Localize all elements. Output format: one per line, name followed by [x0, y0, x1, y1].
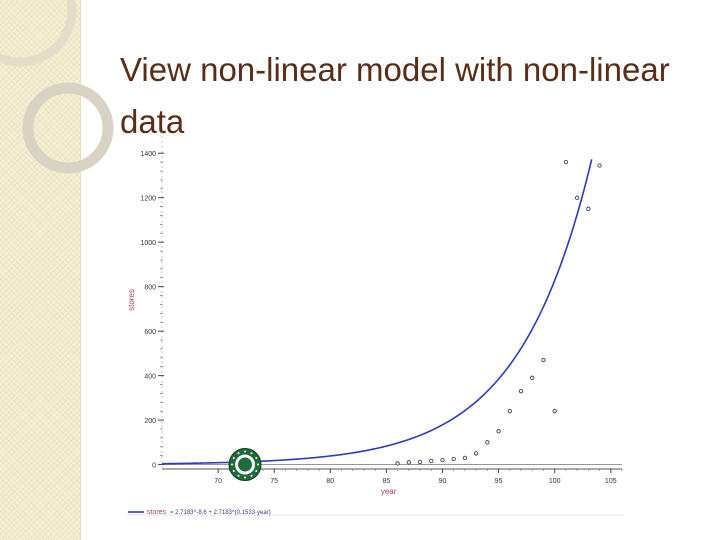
chart-labels-layer: year stores	[127, 289, 397, 496]
y-tick-label: 600	[144, 329, 156, 336]
logo-dot	[237, 474, 240, 477]
legend-series-label: stores	[147, 509, 167, 516]
model-curve-layer	[161, 159, 593, 465]
data-point	[507, 409, 512, 414]
data-point	[574, 195, 580, 200]
y-tick-label: 1400	[140, 151, 156, 158]
logo-dot	[244, 476, 247, 479]
data-point	[586, 206, 591, 211]
logo-dot	[244, 450, 247, 453]
data-point	[518, 389, 524, 394]
data-point	[395, 461, 400, 466]
y-tick-label: 1200	[140, 196, 156, 203]
logo-dot	[237, 452, 240, 455]
logo-center	[238, 457, 253, 472]
decorative-ring-lower	[22, 82, 114, 174]
x-axis-label: year	[381, 487, 397, 496]
data-point	[473, 451, 479, 456]
logo-dot	[232, 457, 235, 460]
data-point	[563, 159, 569, 165]
x-tick-label: 75	[270, 478, 278, 485]
data-point	[496, 429, 501, 434]
y-axis-label: stores	[127, 289, 136, 311]
data-point	[597, 163, 602, 168]
logo-dot	[232, 470, 235, 473]
data-point	[417, 459, 423, 465]
legend-formula: = 2.7183^-8.6 + 2.7183^(0.1533·year)	[170, 510, 271, 516]
x-tick-label: 85	[382, 478, 390, 485]
data-point	[462, 455, 468, 461]
slide-title: View non-linear model with non-linear da…	[120, 51, 670, 141]
logo-dot	[257, 463, 260, 466]
y-tick-label: 1000	[140, 240, 156, 247]
x-tick-label: 70	[214, 478, 222, 485]
data-point	[485, 440, 490, 445]
chart-legend: stores = 2.7183^-8.6 + 2.7183^(0.1533·yea…	[126, 509, 624, 516]
model-curve	[161, 159, 593, 465]
x-tick-label: 100	[549, 478, 561, 485]
decorative-rings	[0, 0, 114, 174]
logo-dot	[250, 474, 253, 477]
decorative-ring-upper	[0, 0, 77, 67]
data-point	[429, 458, 434, 464]
data-point	[530, 375, 535, 380]
logo-dot	[255, 470, 258, 473]
y-tick-label: 400	[144, 374, 156, 381]
x-tick-label: 105	[605, 478, 617, 485]
data-point	[440, 457, 445, 463]
logo-dot	[255, 457, 258, 460]
x-tick-label: 95	[495, 478, 503, 485]
starbucks-logo-icon	[228, 448, 262, 482]
scatter-chart: 0 200 400 600 800 1000 1200 1400 70 75 80 85 90 95 100…	[126, 131, 624, 516]
x-tick-label: 80	[326, 478, 334, 485]
chart-container: 0 200 400 600 800 1000 1200 1400 70 75 80 85 90 95 100…	[120, 125, 630, 525]
logo-dot	[231, 463, 234, 466]
y-tick-label: 200	[144, 418, 156, 425]
x-tick-label: 90	[439, 478, 447, 485]
data-point	[451, 456, 456, 462]
chart-axes: 0 200 400 600 800 1000 1200 1400 70 75 80 85 90 95 100…	[140, 131, 623, 485]
y-tick-label: 0	[152, 463, 156, 470]
y-tick-label: 800	[144, 285, 156, 292]
logo-dot	[250, 452, 253, 455]
data-point	[552, 409, 557, 414]
data-points-layer	[395, 159, 602, 466]
data-point	[541, 357, 546, 363]
data-point	[406, 460, 411, 465]
